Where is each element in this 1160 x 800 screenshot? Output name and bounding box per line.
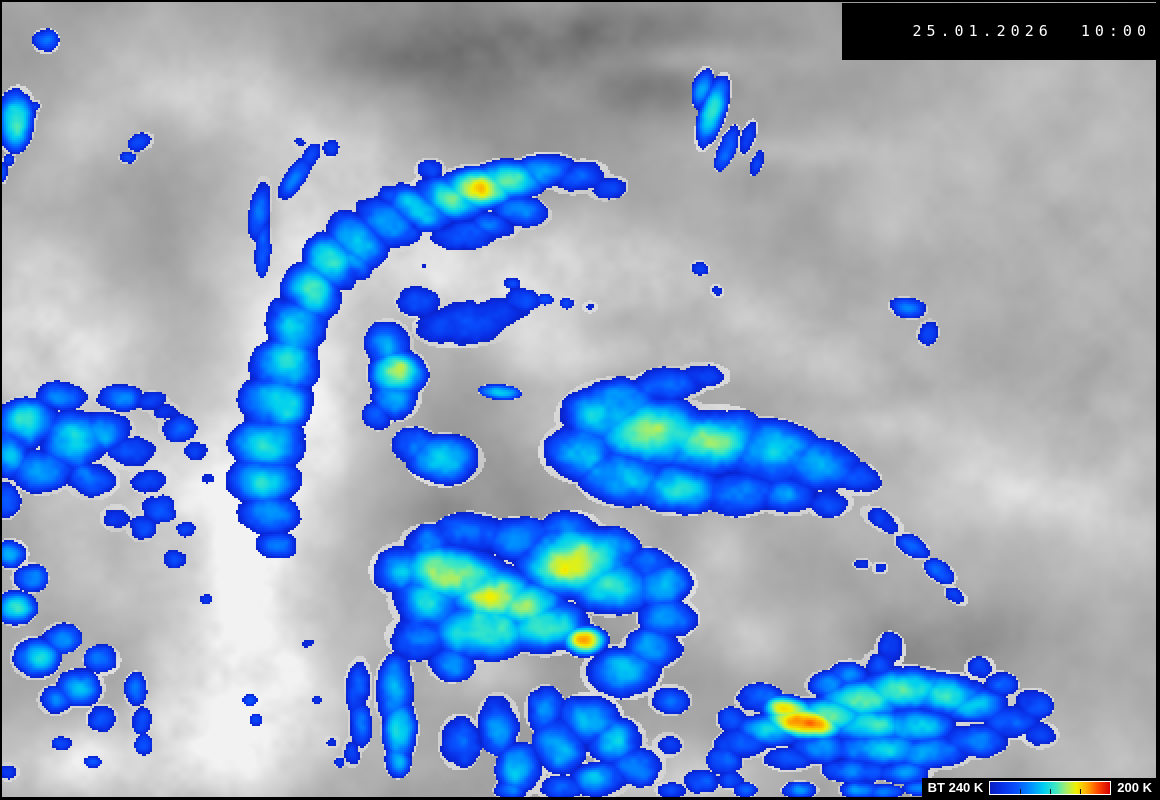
legend-min-label: BT 240 K: [927, 780, 984, 795]
timestamp-overlay: 25.01.2026 10:00: [842, 3, 1157, 60]
colorbar-gradient: [989, 781, 1112, 795]
colorbar-tick: [1050, 789, 1052, 794]
legend-max-label: 200 K: [1117, 780, 1152, 795]
brightness-temperature-legend: BT 240 K 200 K: [921, 778, 1158, 798]
colorbar-tick: [1020, 789, 1022, 794]
timestamp-text: 25.01.2026 10:00: [912, 22, 1151, 40]
colorbar-tick: [1080, 789, 1082, 794]
